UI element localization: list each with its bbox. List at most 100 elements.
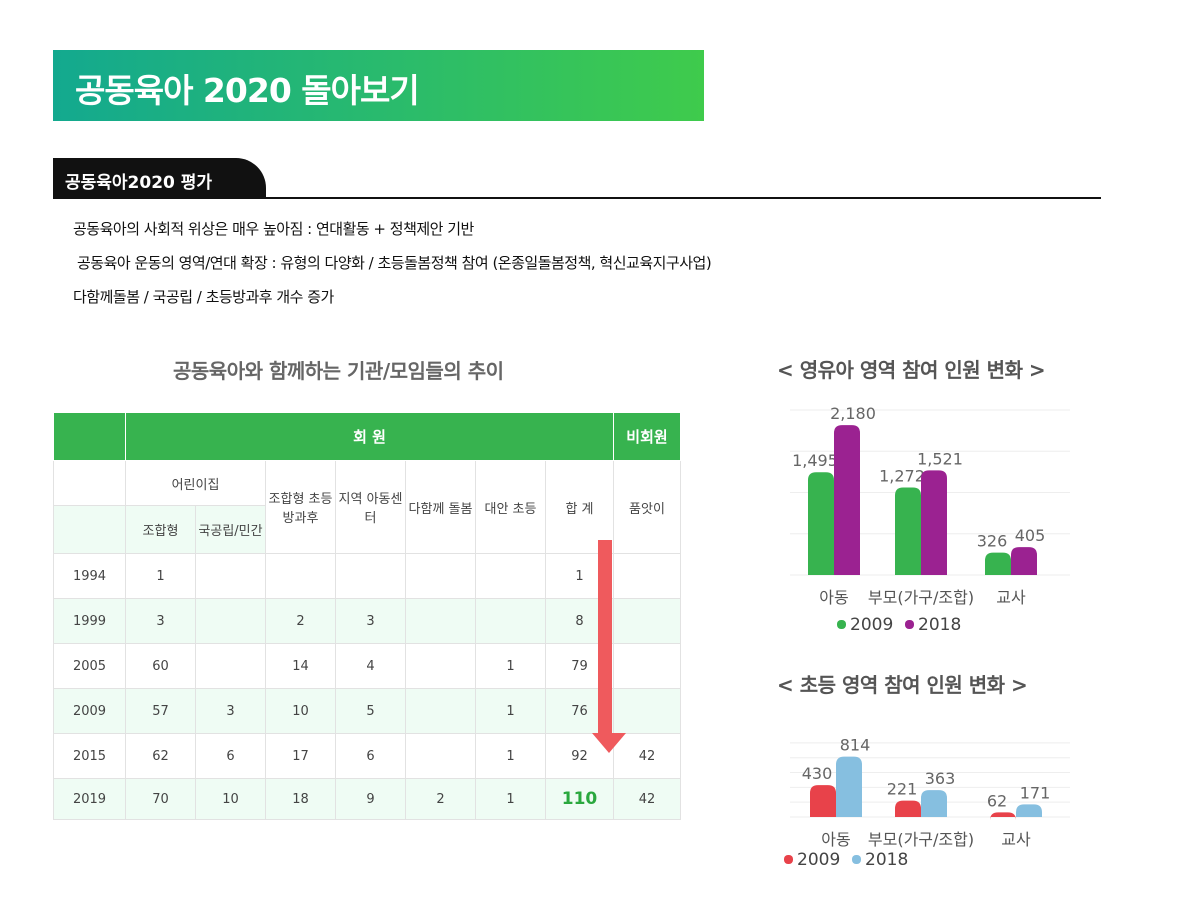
value-cell: 4 [335, 643, 406, 689]
legend-label: 2018 [918, 615, 961, 635]
header-public: 국공립/민간 [195, 505, 266, 554]
value-cell: 70 [125, 778, 196, 820]
data-label: 430 [802, 764, 833, 783]
data-label: 326 [977, 532, 1008, 551]
bar-2018 [1016, 804, 1042, 817]
bar-2009 [985, 552, 1011, 575]
bullet-text: 공동육아 운동의 영역/연대 확장 : 유형의 다양화 / 초등돌봄정책 참여 … [77, 254, 712, 272]
table-row: 1994 1 1 [53, 553, 681, 599]
chart1-title: < 영유아 영역 참여 인원 변화 > [777, 358, 1046, 382]
header-total: 합 계 [545, 460, 614, 554]
value-cell [475, 598, 546, 644]
bar-2018 [1011, 547, 1037, 575]
year-cell: 1999 [53, 598, 126, 644]
category-label: 교사 [1001, 830, 1031, 849]
header-alt: 대안 초등 [475, 460, 546, 554]
value-cell: 1 [475, 688, 546, 734]
category-label: 교사 [996, 588, 1026, 607]
header-member: 회 원 [125, 412, 614, 461]
table-row: 2019 70 10 18 9 2 1 110 42 [53, 778, 681, 820]
page-title: 공동육아 2020 돌아보기 [75, 71, 420, 110]
legend-marker [784, 855, 793, 864]
bar-2009 [990, 812, 1016, 821]
chart-elementary: 430 814 아동 221 363 부모(가구/조합) 62 171 교사 2009 2018 [784, 736, 1070, 870]
value-cell: 3 [335, 598, 406, 644]
value-cell [265, 553, 336, 599]
value-cell: 2 [265, 598, 336, 644]
value-cell [405, 733, 476, 779]
header-coop: 조합형 [125, 505, 196, 554]
value-cell: 17 [265, 733, 336, 779]
data-label: 221 [887, 780, 918, 799]
data-label: 814 [840, 736, 871, 755]
down-arrow-icon [592, 540, 626, 753]
value-cell: 1 [475, 778, 546, 820]
category-label: 아동 [819, 588, 848, 607]
header-center: 지역 아동센터 [335, 460, 406, 554]
header-together: 다함께 돌봄 [405, 460, 476, 554]
divider [53, 197, 1101, 199]
value-cell [195, 598, 266, 644]
year-cell: 2005 [53, 643, 126, 689]
section-title: 공동육아2020 평가 [65, 173, 213, 193]
legend-marker [905, 620, 914, 629]
bullet-text: 공동육아의 사회적 위상은 매우 높아짐 : 연대활동 + 정책제안 기반 [73, 220, 474, 238]
value-cell: 3 [125, 598, 196, 644]
value-cell: 10 [265, 688, 336, 734]
bar-2009 [895, 487, 921, 575]
bar-2009 [810, 785, 836, 817]
blank-cell [53, 460, 126, 506]
bar-2009 [895, 800, 921, 817]
bullet-text: 다함께돌봄 / 국공립 / 초등방과후 개수 증가 [73, 288, 334, 306]
category-label: 부모(가구/조합) [868, 830, 974, 849]
header-after: 조합형 초등방과후 [265, 460, 336, 554]
header-nonmember: 비회원 [613, 412, 681, 461]
data-label: 171 [1020, 783, 1051, 802]
value-cell: 1 [125, 553, 196, 599]
year-cell: 2019 [53, 778, 126, 820]
value-cell [195, 643, 266, 689]
value-cell: 57 [125, 688, 196, 734]
value-cell: 5 [335, 688, 406, 734]
data-label: 2,180 [830, 404, 876, 423]
value-cell: 42 [613, 778, 681, 820]
bar-2018 [921, 470, 947, 575]
value-cell [613, 643, 681, 689]
table-row: 1999 3 2 3 8 [53, 598, 681, 644]
category-label: 아동 [821, 830, 850, 849]
value-cell [475, 553, 546, 599]
value-cell: 9 [335, 778, 406, 820]
value-cell: 2 [405, 778, 476, 820]
legend-marker [837, 620, 846, 629]
header-blank [53, 412, 126, 461]
value-cell [613, 688, 681, 734]
header-pumasi: 품앗이 [613, 460, 681, 554]
value-cell: 42 [613, 733, 681, 779]
value-cell: 60 [125, 643, 196, 689]
legend-label: 2018 [865, 850, 908, 870]
value-cell: 110 [545, 778, 614, 820]
value-cell: 6 [195, 733, 266, 779]
value-cell: 14 [265, 643, 336, 689]
year-cell: 1994 [53, 553, 126, 599]
bar-2009 [808, 472, 834, 575]
table-title: 공동육아와 함께하는 기관/모임들의 추이 [173, 359, 504, 383]
category-label: 부모(가구/조합) [868, 588, 974, 607]
header-daycare: 어린이집 [125, 460, 266, 506]
year-cell: 2009 [53, 688, 126, 734]
bar-2018 [834, 425, 860, 575]
legend-marker [852, 855, 861, 864]
value-cell [613, 598, 681, 644]
section-tab: 공동육아2020 평가 [53, 158, 266, 199]
value-cell [405, 688, 476, 734]
data-label: 405 [1015, 526, 1046, 545]
value-cell [335, 553, 406, 599]
table-row: 2009 57 3 10 5 1 76 [53, 688, 681, 734]
value-cell [405, 643, 476, 689]
data-label: 1,495 [792, 451, 838, 470]
value-cell [195, 553, 266, 599]
chart2-title: < 초등 영역 참여 인원 변화 > [777, 673, 1028, 697]
blank-cell [53, 505, 126, 554]
value-cell: 62 [125, 733, 196, 779]
